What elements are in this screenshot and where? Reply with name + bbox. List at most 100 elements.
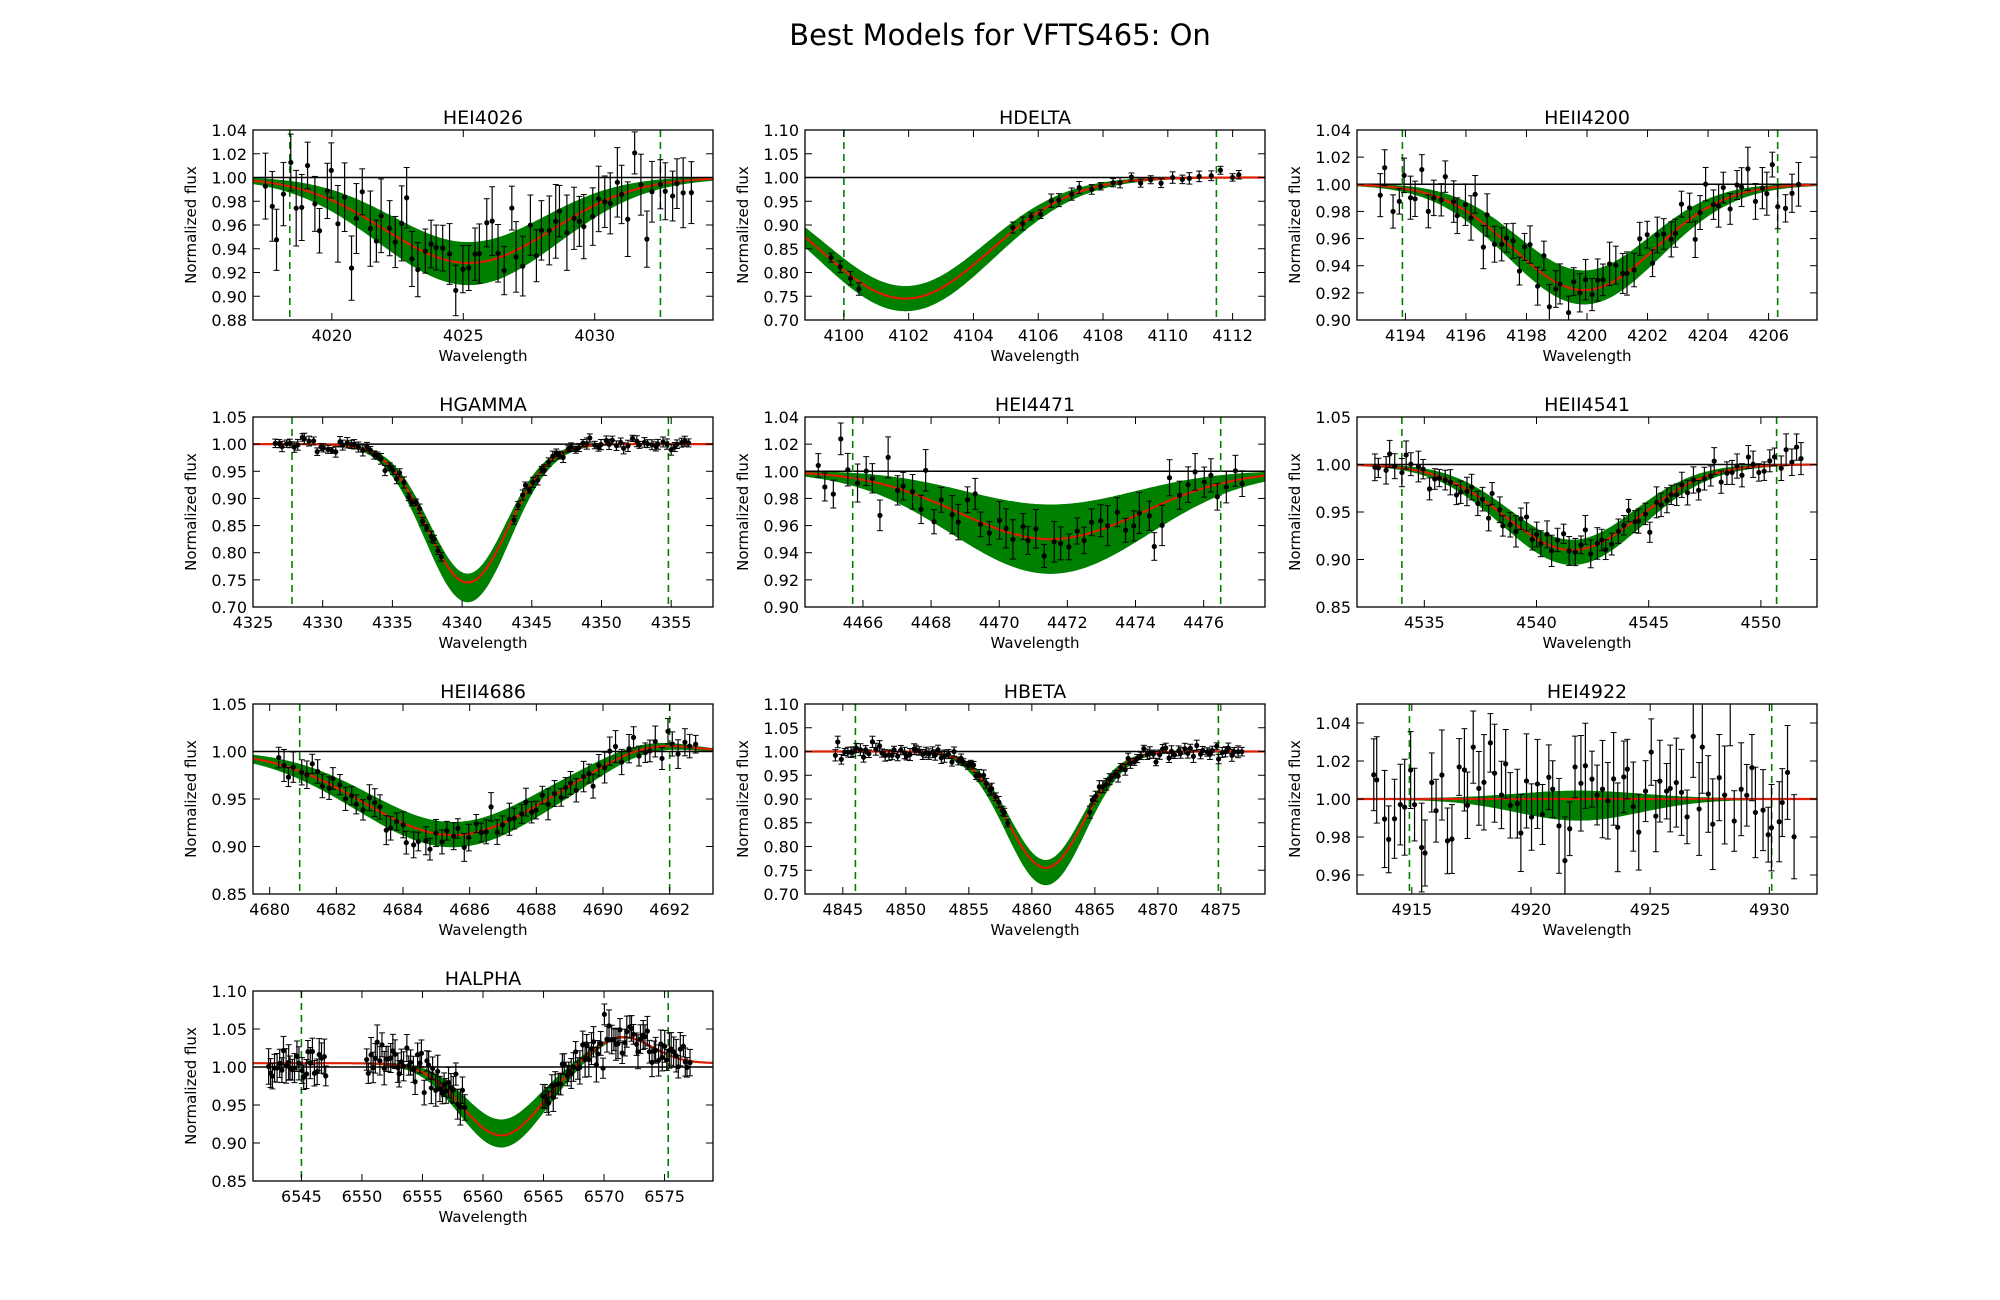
data-point <box>423 838 429 844</box>
data-point <box>1649 260 1656 266</box>
data-point <box>323 1073 329 1079</box>
data-point <box>453 1071 459 1077</box>
data-point <box>399 220 405 226</box>
y-tick-label: 1.10 <box>211 982 247 1001</box>
data-point <box>653 1047 659 1053</box>
data-point <box>1696 487 1702 493</box>
x-tick-label: 4472 <box>1047 613 1088 632</box>
data-point <box>1010 536 1016 543</box>
x-tick-label: 4688 <box>516 900 557 919</box>
data-point <box>674 181 680 187</box>
x-axis-label: Wavelength <box>991 634 1080 652</box>
data-point <box>568 444 574 450</box>
data-point <box>1553 286 1559 292</box>
y-tick-label: 0.75 <box>763 287 799 306</box>
data-point <box>1214 494 1220 500</box>
data-point <box>1789 459 1795 465</box>
data-point <box>1005 820 1011 826</box>
data-point <box>435 1068 441 1075</box>
data-point <box>1529 536 1535 543</box>
data-point <box>501 267 507 274</box>
y-tick-label: 0.90 <box>211 838 247 857</box>
data-point <box>1479 496 1486 502</box>
y-tick-label: 1.05 <box>211 1020 247 1039</box>
x-tick-label: 4112 <box>1212 326 1253 345</box>
y-tick-label: 0.94 <box>211 240 247 259</box>
data-point <box>587 435 593 441</box>
observations <box>1377 146 1802 320</box>
data-point <box>1235 749 1241 755</box>
data-point <box>882 752 888 759</box>
data-point <box>1699 744 1705 750</box>
data-point <box>560 454 566 460</box>
data-point <box>546 459 552 465</box>
data-point <box>394 819 400 825</box>
data-point <box>1442 477 1448 483</box>
data-point <box>662 1043 668 1049</box>
data-point <box>1491 241 1498 247</box>
data-point <box>644 236 650 242</box>
data-point <box>1168 748 1175 755</box>
data-point <box>1041 553 1047 559</box>
data-point <box>1690 477 1697 483</box>
x-tick-label: 4925 <box>1630 900 1671 919</box>
data-point <box>404 195 410 201</box>
data-point <box>1425 208 1431 214</box>
data-point <box>453 287 459 294</box>
y-axis-label: Normalized flux <box>1286 453 1304 571</box>
data-point <box>1122 767 1128 773</box>
data-point <box>364 444 370 450</box>
x-tick-label: 4470 <box>979 613 1020 632</box>
data-point <box>1613 262 1619 268</box>
data-point <box>1557 281 1563 287</box>
data-point <box>425 1062 432 1068</box>
data-point <box>1438 197 1444 203</box>
y-tick-label: 0.85 <box>763 240 799 259</box>
model-curve <box>253 443 713 576</box>
y-tick-label: 1.00 <box>1315 790 1351 809</box>
x-tick-label: 4474 <box>1115 613 1156 632</box>
data-point <box>1615 824 1621 830</box>
data-point <box>344 440 350 446</box>
x-tick-label: 4692 <box>649 900 690 919</box>
y-axis-label: Normalized flux <box>182 1027 200 1145</box>
observations <box>1370 704 1798 894</box>
data-point <box>596 762 602 768</box>
data-point <box>972 491 978 497</box>
data-point <box>1718 479 1724 485</box>
data-point <box>590 213 596 220</box>
data-point <box>1158 180 1164 186</box>
data-point <box>1470 744 1476 750</box>
data-point <box>923 467 929 473</box>
data-point <box>1185 482 1191 488</box>
data-point <box>1636 829 1642 835</box>
data-point <box>657 181 663 187</box>
data-point <box>280 191 287 197</box>
data-point <box>1239 481 1245 487</box>
data-point <box>909 489 916 495</box>
data-point <box>1710 202 1717 208</box>
data-point <box>1066 544 1072 550</box>
data-point <box>977 521 984 527</box>
data-point <box>1456 764 1462 770</box>
data-point <box>1391 816 1398 822</box>
data-point <box>1497 507 1503 513</box>
data-point <box>279 443 285 450</box>
data-point <box>613 443 620 449</box>
data-point <box>495 250 501 256</box>
data-point <box>372 800 378 806</box>
data-point <box>970 762 977 768</box>
data-point <box>1194 742 1200 749</box>
data-point <box>670 193 676 199</box>
data-point <box>1615 528 1621 534</box>
data-point <box>590 783 596 789</box>
y-tick-label: 0.85 <box>211 517 247 536</box>
data-point <box>1163 745 1169 751</box>
data-point <box>1795 181 1802 187</box>
data-point <box>1507 522 1513 528</box>
data-point <box>1503 235 1510 241</box>
data-point <box>1535 283 1541 289</box>
data-point <box>655 441 661 447</box>
data-point <box>1631 267 1637 273</box>
